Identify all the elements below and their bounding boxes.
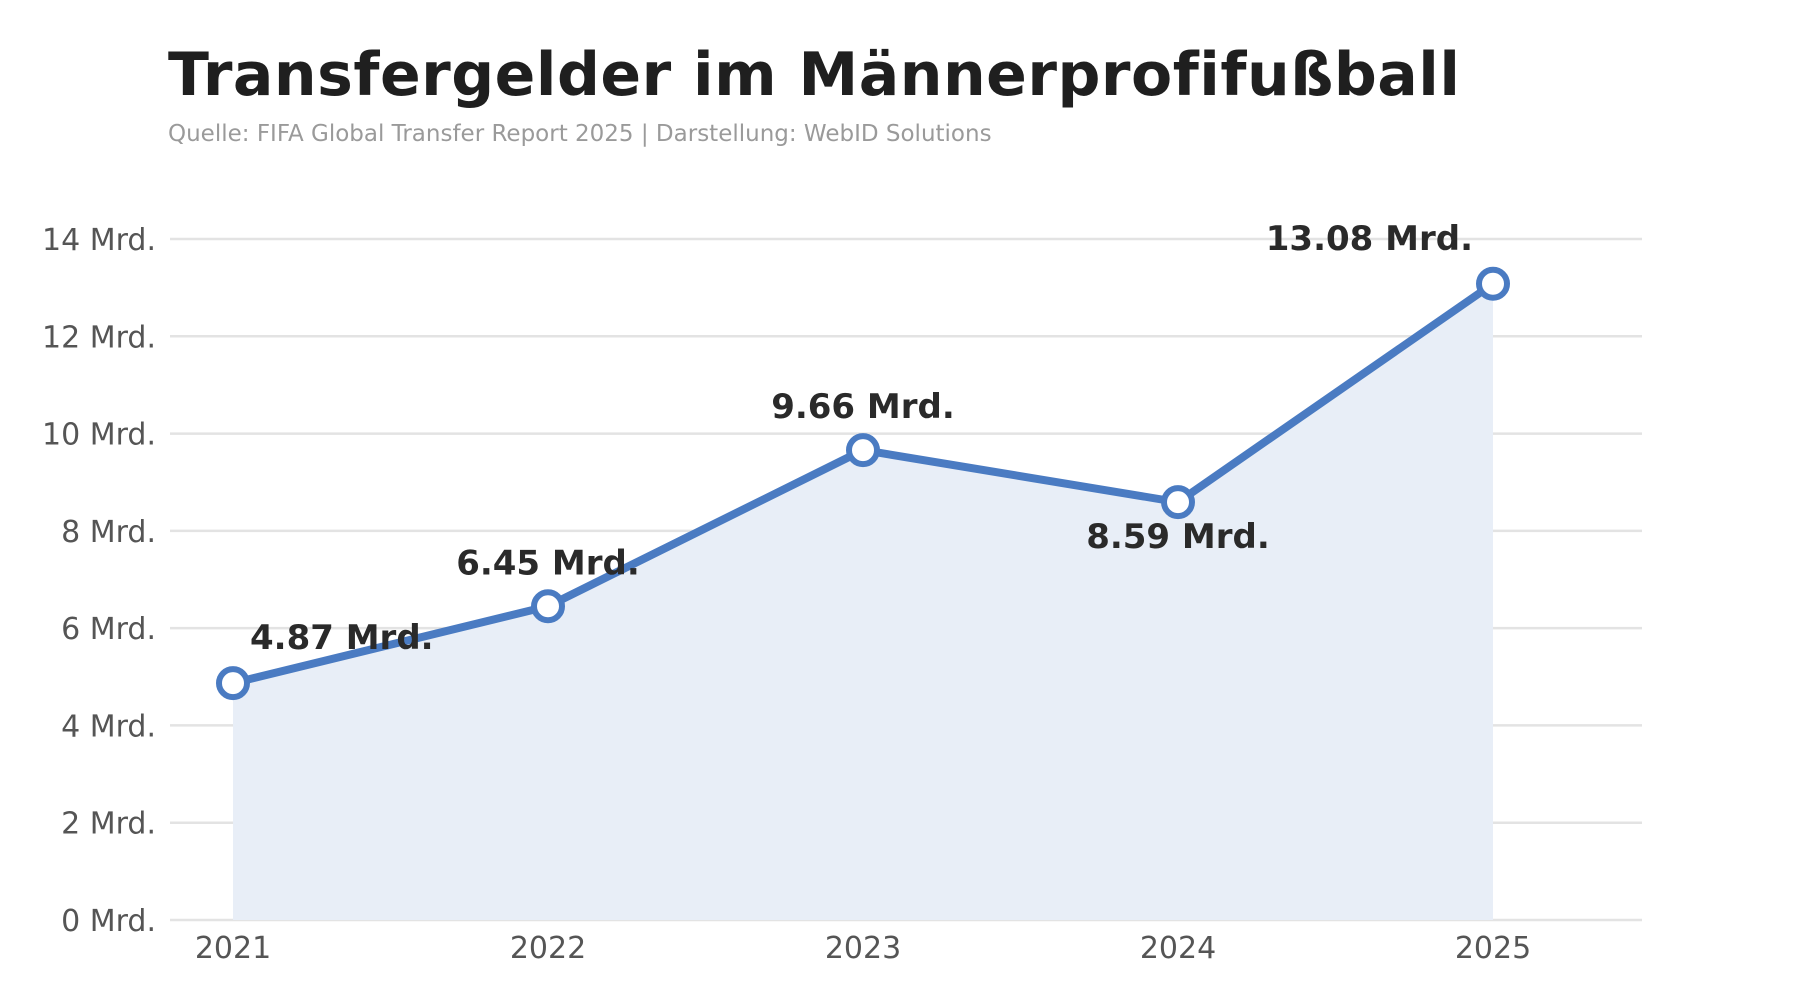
data-point (216, 666, 250, 701)
data-label: 13.08 Mrd. (1266, 219, 1473, 259)
chart-title: Transfergelder im Männerprofifußball (168, 40, 1461, 110)
y-tick-label: 12 Mrd. (42, 320, 156, 355)
data-label: 9.66 Mrd. (771, 387, 955, 427)
x-tick-label: 2021 (195, 931, 271, 966)
y-tick-label: 2 Mrd. (61, 807, 156, 842)
data-point (846, 433, 880, 468)
data-label: 6.45 Mrd. (456, 543, 640, 583)
area-fill (233, 283, 1493, 920)
y-tick-label: 4 Mrd. (61, 709, 156, 744)
data-labels: 4.87 Mrd. 6.45 Mrd. 9.66 Mrd. 8.59 Mrd. 13.0… (250, 219, 1473, 658)
data-point (531, 589, 565, 624)
y-tick-label: 0 Mrd. (61, 904, 156, 939)
y-tick-label: 6 Mrd. (61, 612, 156, 647)
data-point (1476, 266, 1510, 301)
data-label: 4.87 Mrd. (250, 618, 434, 658)
chart-subtitle: Quelle: FIFA Global Transfer Report 2025… (168, 121, 992, 147)
data-points (216, 266, 1510, 701)
y-tick-label: 14 Mrd. (42, 223, 156, 258)
data-label: 8.59 Mrd. (1086, 517, 1270, 557)
data-point (1161, 485, 1195, 520)
x-tick-label: 2023 (825, 931, 901, 966)
y-tick-label: 10 Mrd. (42, 418, 156, 453)
y-tick-label: 8 Mrd. (61, 515, 156, 550)
y-axis-tick-labels: 0 Mrd. 2 Mrd. 4 Mrd. 6 Mrd. 8 Mrd. 10 Mrd. 12 … (42, 223, 156, 939)
x-tick-label: 2022 (510, 931, 586, 966)
x-axis-tick-labels: 2021 2022 2023 2024 2025 (195, 931, 1531, 966)
x-tick-label: 2025 (1455, 931, 1531, 966)
x-tick-label: 2024 (1140, 931, 1216, 966)
